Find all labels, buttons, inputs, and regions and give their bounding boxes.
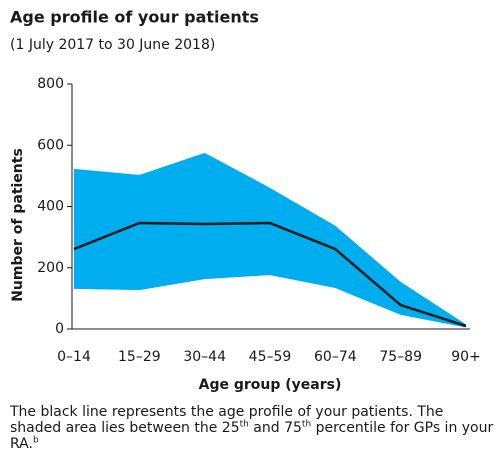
chart: Age profile of your patients (1 July 201… (10, 8, 481, 394)
note-sup: b (32, 435, 39, 446)
note-text: and 75 (248, 420, 302, 436)
note-sup: th (301, 419, 312, 430)
x-tick-label: 15–29 (118, 349, 161, 365)
y-tick-label: 200 (37, 260, 64, 276)
chart-title: Age profile of your patients (10, 8, 259, 27)
chart-subtitle: (1 July 2017 to 30 June 2018) (10, 37, 215, 53)
y-tick-label: 800 (37, 76, 64, 92)
x-tick-label: 30–44 (183, 349, 226, 365)
y-tick-label: 400 (37, 199, 64, 215)
x-axis-title: Age group (years) (199, 377, 342, 393)
note-sup: th (239, 419, 249, 430)
x-tick-label: 0–14 (57, 349, 91, 365)
y-axis-title: Number of patients (10, 148, 26, 302)
percentile-band (74, 152, 466, 328)
note-text: The black line represents the age profil… (10, 404, 444, 436)
footnote: The black line represents the age profil… (10, 404, 495, 452)
x-tick-label: 60–74 (314, 349, 357, 365)
y-tick-label: 0 (55, 321, 64, 337)
note-text: percentile for GPs in your RA. (10, 420, 494, 452)
x-tick-label: 90+ (451, 349, 481, 365)
data-line (73, 221, 467, 328)
x-tick-label: 75–89 (379, 349, 422, 365)
y-tick-label: 600 (37, 137, 64, 153)
x-tick-label: 45–59 (249, 349, 292, 365)
